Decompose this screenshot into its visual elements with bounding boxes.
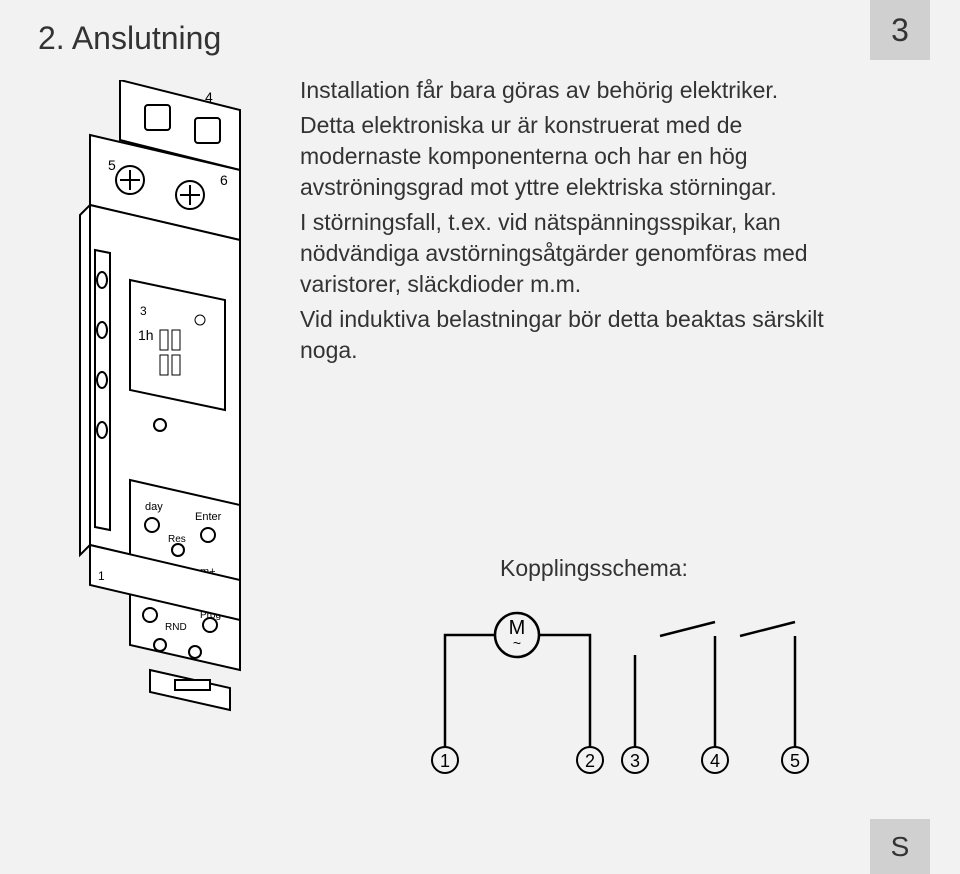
page-number: 3 bbox=[891, 12, 909, 49]
svg-text:1: 1 bbox=[98, 569, 105, 583]
svg-text:4: 4 bbox=[205, 89, 213, 105]
page-number-badge: 3 bbox=[870, 0, 930, 60]
svg-text:Enter: Enter bbox=[195, 511, 222, 523]
paragraph-2: Detta elektroniska ur är konstruerat med… bbox=[300, 110, 830, 203]
svg-text:6: 6 bbox=[220, 172, 228, 188]
terminal-1: 1 bbox=[440, 751, 450, 771]
terminal-5: 5 bbox=[790, 751, 800, 771]
terminal-2: 2 bbox=[585, 751, 595, 771]
svg-text:3: 3 bbox=[140, 304, 147, 318]
language-code: S bbox=[891, 831, 910, 863]
svg-text:day: day bbox=[145, 501, 163, 513]
paragraph-3: I störningsfall, t.ex. vid nätspänningss… bbox=[300, 207, 830, 300]
terminal-3: 3 bbox=[630, 751, 640, 771]
svg-text:RND: RND bbox=[165, 622, 187, 633]
svg-text:5: 5 bbox=[108, 157, 116, 173]
device-illustration: 4 5 6 3 1h day Enter Res h+ bbox=[60, 80, 280, 720]
body-text: Installation får bara göras av behörig e… bbox=[300, 75, 830, 370]
paragraph-4: Vid induktiva belastningar bör detta bea… bbox=[300, 304, 830, 366]
section-title: 2. Anslutning bbox=[38, 20, 221, 57]
motor-symbol-tilde: ~ bbox=[513, 635, 521, 651]
language-tab: S bbox=[870, 819, 930, 874]
paragraph-1: Installation får bara göras av behörig e… bbox=[300, 75, 830, 106]
terminal-4: 4 bbox=[710, 751, 720, 771]
wiring-schematic: M ~ 1 2 3 4 5 bbox=[415, 600, 815, 780]
svg-text:1h: 1h bbox=[138, 327, 154, 343]
schematic-label: Kopplingsschema: bbox=[500, 555, 688, 582]
